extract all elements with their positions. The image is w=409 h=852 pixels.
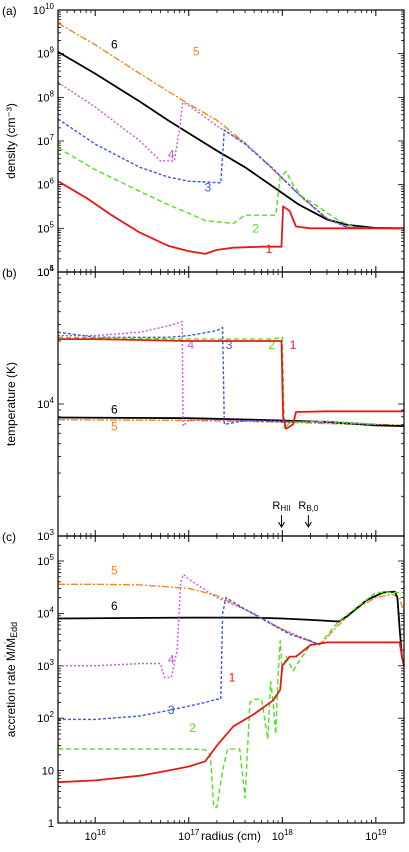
- series-label-2: 2: [252, 222, 259, 236]
- series-label-3: 3: [205, 180, 212, 194]
- series-line-4: [57, 81, 376, 229]
- plot-frame: [57, 9, 405, 273]
- series-label-4: 4: [187, 338, 194, 352]
- series-label-2: 2: [189, 721, 196, 735]
- x-tick-label: 1016: [85, 828, 107, 843]
- plot-frame: [57, 535, 405, 824]
- series-line-1: [57, 641, 405, 784]
- series-line-6: [57, 416, 405, 427]
- y-axis-label: accretion rate Ṁ/ṀEdd: [4, 622, 19, 737]
- y-tick-label: 103: [37, 528, 54, 543]
- series-label-5: 5: [111, 419, 118, 433]
- y-tick-label: 105: [37, 553, 54, 568]
- x-tick-label: 1017: [178, 828, 200, 843]
- series-label-6: 6: [111, 599, 118, 613]
- series-label-1: 1: [229, 671, 236, 685]
- y-tick-label: 105: [37, 264, 54, 279]
- series-line-3: [57, 118, 376, 229]
- annotation-label: RB,0: [298, 500, 319, 513]
- y-tick-label: 102: [37, 710, 54, 725]
- y-axis-label: density (cm⁻³): [4, 103, 18, 179]
- panel-c: 1 10 102 103 104 105 1016 1017 1018 1019 5 6 4 32 1 (c)…: [2, 530, 405, 843]
- series-label-1: 1: [290, 338, 297, 352]
- series-label-5: 5: [111, 564, 118, 578]
- y-tick-label: 10: [42, 766, 54, 778]
- y-tick-label: 1010: [33, 2, 55, 17]
- panel-label: (c): [2, 530, 16, 544]
- series-label-5: 5: [193, 45, 200, 59]
- x-tick-label: 1018: [272, 828, 294, 843]
- series-line-3: [58, 596, 320, 721]
- panel-label: (a): [2, 4, 17, 18]
- y-tick-label: 109: [37, 46, 54, 61]
- series-line-4: [58, 321, 376, 427]
- y-tick-label: 104: [37, 396, 54, 411]
- panel-label: (b): [2, 266, 17, 280]
- series-line-4: [58, 573, 320, 679]
- y-tick-label: 105: [37, 220, 54, 235]
- series-line-1: [58, 338, 404, 430]
- series-label-1: 1: [266, 242, 273, 256]
- y-tick-label: 108: [37, 89, 54, 104]
- series-label-6: 6: [111, 402, 118, 416]
- series-label-2: 2: [268, 338, 275, 352]
- series-line-6: [57, 51, 405, 230]
- y-tick-label: 107: [37, 133, 54, 148]
- x-tick-label: 1019: [365, 828, 387, 843]
- x-axis-label: radius (cm): [201, 829, 261, 843]
- series-line-5: [58, 583, 405, 646]
- annotation-arrow-head: [304, 521, 312, 529]
- plot-frame: [57, 271, 405, 537]
- series-line-2: [57, 147, 376, 229]
- annotation-arrow-head: [278, 521, 285, 529]
- series-label-6: 6: [111, 38, 118, 52]
- series-label-3: 3: [226, 338, 233, 352]
- series-label-4: 4: [168, 147, 175, 161]
- series-line-2: [57, 336, 376, 430]
- y-tick-label: 104: [37, 264, 54, 279]
- series-line-5: [57, 22, 404, 229]
- y-axis-label: temperature (K): [4, 362, 18, 446]
- y-tick-label: 106: [37, 177, 54, 192]
- series-label-3: 3: [168, 703, 175, 717]
- series-line-2: [58, 591, 404, 808]
- series-line-1: [57, 180, 404, 255]
- y-tick-label: 103: [37, 658, 54, 673]
- series-label-4: 4: [168, 653, 175, 667]
- y-tick-label: 1: [48, 818, 54, 830]
- y-tick-label: 104: [37, 605, 54, 620]
- series-line-3: [57, 326, 376, 426]
- annotation-label: RHII: [272, 500, 290, 513]
